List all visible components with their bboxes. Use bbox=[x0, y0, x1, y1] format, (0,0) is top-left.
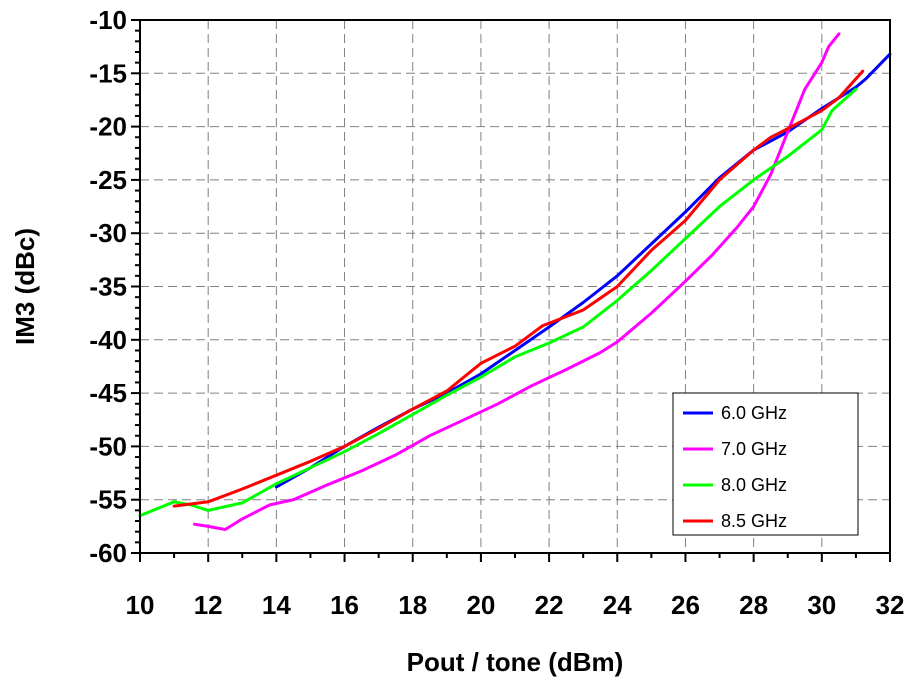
y-tick-label: -30 bbox=[89, 218, 127, 248]
legend-label: 6.0 GHz bbox=[721, 403, 787, 423]
x-tick-label: 22 bbox=[535, 590, 564, 620]
legend-box bbox=[672, 392, 859, 536]
y-tick-label: -45 bbox=[89, 378, 127, 408]
y-tick-label: -40 bbox=[89, 325, 127, 355]
series-line-2 bbox=[193, 32, 841, 531]
legend: 6.0 GHz 7.0 GHz 8.0 GHz 8.5 GHz bbox=[672, 392, 859, 536]
legend-label: 8.5 GHz bbox=[721, 511, 787, 531]
axis-ticks bbox=[131, 19, 891, 562]
x-tick-labels: 10 12 14 16 18 20 22 24 26 28 30 32 bbox=[126, 590, 905, 620]
legend-label: 7.0 GHz bbox=[721, 439, 787, 459]
y-tick-label: -50 bbox=[89, 431, 127, 461]
x-tick-label: 30 bbox=[807, 590, 836, 620]
x-tick-label: 32 bbox=[876, 590, 905, 620]
x-tick-label: 26 bbox=[671, 590, 700, 620]
x-axis-title: Pout / tone (dBm) bbox=[407, 647, 624, 677]
y-tick-label: -60 bbox=[89, 538, 127, 568]
y-tick-label: -10 bbox=[89, 5, 127, 35]
x-tick-label: 10 bbox=[126, 590, 155, 620]
series-line-4 bbox=[172, 69, 865, 508]
x-tick-label: 24 bbox=[603, 590, 632, 620]
x-tick-label: 16 bbox=[330, 590, 359, 620]
series-lines bbox=[138, 32, 892, 531]
x-tick-label: 28 bbox=[739, 590, 768, 620]
x-tick-label: 14 bbox=[262, 590, 291, 620]
y-tick-label: -20 bbox=[89, 112, 127, 142]
y-tick-label: -55 bbox=[89, 485, 127, 515]
y-tick-label: -35 bbox=[89, 272, 127, 302]
y-tick-labels: -10 -15 -20 -25 -30 -35 -40 -45 -50 -55 -60 bbox=[89, 5, 127, 568]
y-tick-label: -15 bbox=[89, 58, 127, 88]
y-tick-label: -25 bbox=[89, 165, 127, 195]
series-line-3 bbox=[138, 87, 858, 518]
x-tick-label: 18 bbox=[398, 590, 427, 620]
legend-label: 8.0 GHz bbox=[721, 475, 787, 495]
y-axis-title: IM3 (dBc) bbox=[10, 228, 40, 345]
x-tick-label: 20 bbox=[466, 590, 495, 620]
x-tick-label: 12 bbox=[194, 590, 223, 620]
